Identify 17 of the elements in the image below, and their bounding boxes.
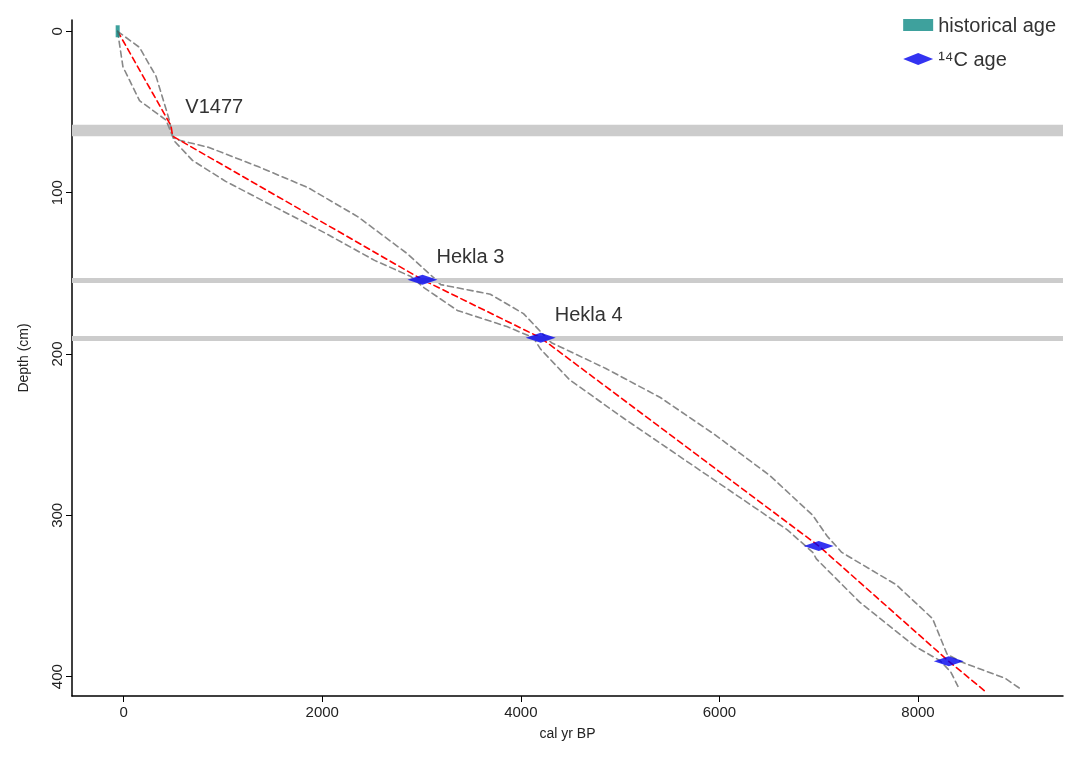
y-axis-title: Depth (cm): [15, 323, 31, 393]
y-tick-label: 100: [48, 180, 65, 206]
x-tick-label: 6000: [702, 703, 737, 720]
y-tick-label: 300: [48, 502, 65, 528]
annotation: Hekla 4: [554, 302, 623, 325]
x-tick-label: 8000: [901, 703, 935, 720]
annotation: Hekla 3: [436, 244, 505, 267]
annotation: V1477: [185, 94, 244, 117]
x-axis-title: cal yr BP: [539, 725, 596, 741]
legend-label: ¹⁴C age: [938, 48, 1007, 70]
y-tick-label: 0: [48, 27, 65, 36]
y-tick-label: 200: [48, 341, 65, 367]
legend-label: historical age: [938, 14, 1056, 36]
x-tick-label: 0: [119, 703, 128, 720]
x-tick-label: 2000: [305, 703, 339, 720]
y-tick-label: 400: [48, 664, 65, 690]
x-tick-label: 4000: [504, 703, 538, 720]
